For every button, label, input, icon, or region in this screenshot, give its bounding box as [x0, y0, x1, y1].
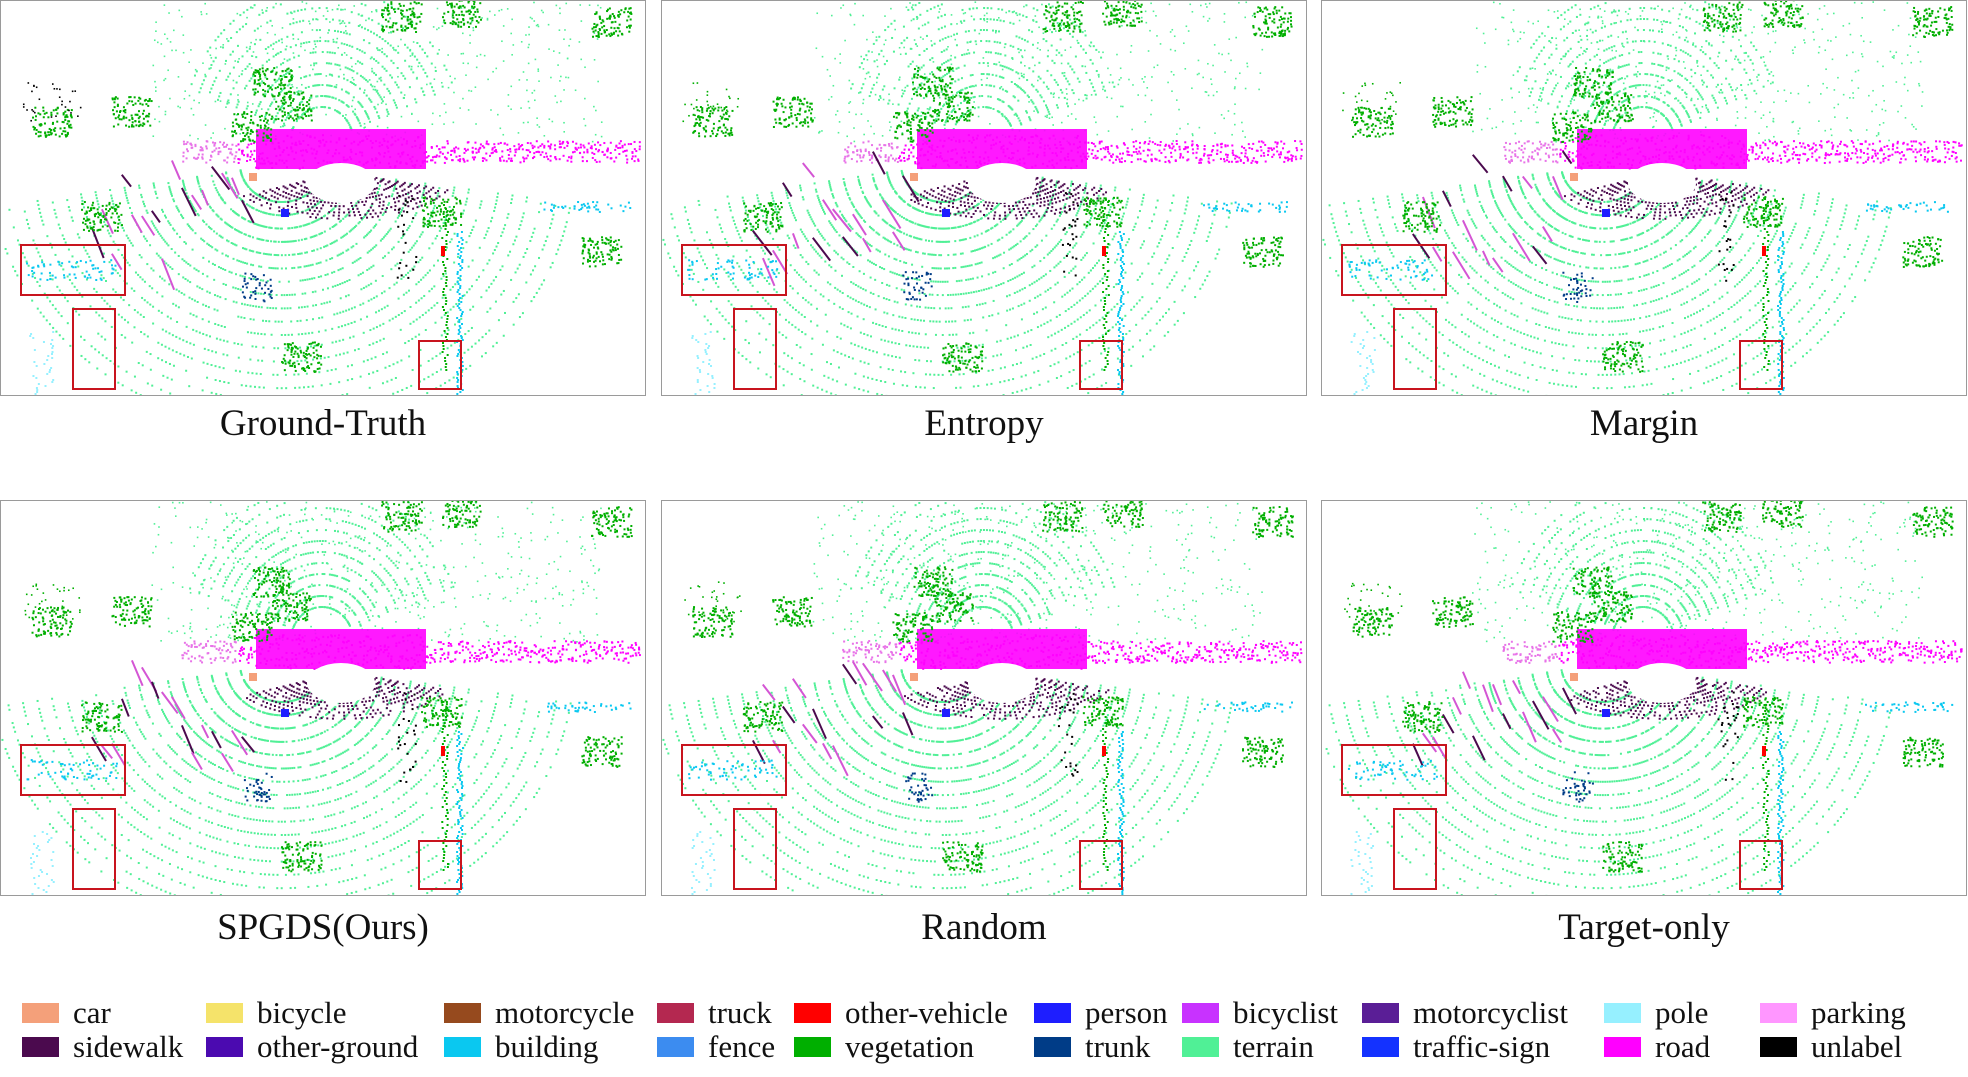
legend-item-fence: fence	[657, 1029, 775, 1064]
legend-swatch	[1362, 1003, 1399, 1023]
point-cloud-random	[662, 501, 1303, 895]
legend-item-building: building	[444, 1029, 598, 1064]
point-cloud-spgds	[1, 501, 641, 895]
legend-swatch	[1182, 1037, 1219, 1057]
legend-swatch	[444, 1037, 481, 1057]
legend-swatch	[22, 1003, 59, 1023]
legend-swatch	[1034, 1037, 1071, 1057]
legend-swatch	[1604, 1037, 1641, 1057]
scan-panel-margin	[1321, 0, 1967, 396]
legend-item-motorcyclist: motorcyclist	[1362, 995, 1568, 1030]
legend-swatch	[794, 1037, 831, 1057]
legend-item-bicycle: bicycle	[206, 995, 347, 1030]
legend-item-parking: parking	[1760, 995, 1906, 1030]
legend-swatch	[1760, 1003, 1797, 1023]
legend-item-pole: pole	[1604, 995, 1708, 1030]
legend-item-person: person	[1034, 995, 1168, 1030]
legend-swatch	[206, 1037, 243, 1057]
point-cloud-margin	[1322, 1, 1963, 395]
legend-swatch	[206, 1003, 243, 1023]
scan-panel-spgds	[0, 500, 646, 896]
caption-random: Random	[661, 906, 1307, 949]
legend-item-terrain: terrain	[1182, 1029, 1314, 1064]
scan-panel-ground-truth	[0, 0, 646, 396]
caption-target-only: Target-only	[1321, 906, 1967, 949]
point-cloud-entropy	[662, 1, 1303, 395]
scan-panel-random	[661, 500, 1307, 896]
legend-item-road: road	[1604, 1029, 1710, 1064]
legend-swatch	[444, 1003, 481, 1023]
legend-swatch	[1760, 1037, 1797, 1057]
caption-margin: Margin	[1321, 402, 1967, 445]
legend-swatch	[1362, 1037, 1399, 1057]
caption-entropy: Entropy	[661, 402, 1307, 445]
legend-item-trunk: trunk	[1034, 1029, 1150, 1064]
legend-swatch	[1034, 1003, 1071, 1023]
legend-item-unlabel: unlabel	[1760, 1029, 1902, 1064]
legend-item-other-vehicle: other-vehicle	[794, 995, 1008, 1030]
caption-spgds: SPGDS(Ours)	[0, 906, 646, 949]
legend-item-car: car	[22, 995, 111, 1030]
legend-item-other-ground: other-ground	[206, 1029, 418, 1064]
legend-item-motorcycle: motorcycle	[444, 995, 634, 1030]
class-legend: car sidewalk bicycle other-ground motorc…	[22, 995, 1952, 1076]
legend-item-sidewalk: sidewalk	[22, 1029, 183, 1064]
legend-swatch	[657, 1003, 694, 1023]
legend-item-traffic-sign: traffic-sign	[1362, 1029, 1550, 1064]
legend-swatch	[22, 1037, 59, 1057]
legend-swatch	[794, 1003, 831, 1023]
legend-swatch	[1604, 1003, 1641, 1023]
legend-swatch	[1182, 1003, 1219, 1023]
scan-panel-target-only	[1321, 500, 1967, 896]
legend-swatch	[657, 1037, 694, 1057]
legend-item-bicyclist: bicyclist	[1182, 995, 1338, 1030]
point-cloud-ground-truth	[4, 1, 641, 395]
legend-item-truck: truck	[657, 995, 772, 1030]
scan-panel-entropy	[661, 0, 1307, 396]
legend-item-vegetation: vegetation	[794, 1029, 974, 1064]
caption-ground-truth: Ground-Truth	[0, 402, 646, 445]
point-cloud-target-only	[1325, 501, 1963, 895]
